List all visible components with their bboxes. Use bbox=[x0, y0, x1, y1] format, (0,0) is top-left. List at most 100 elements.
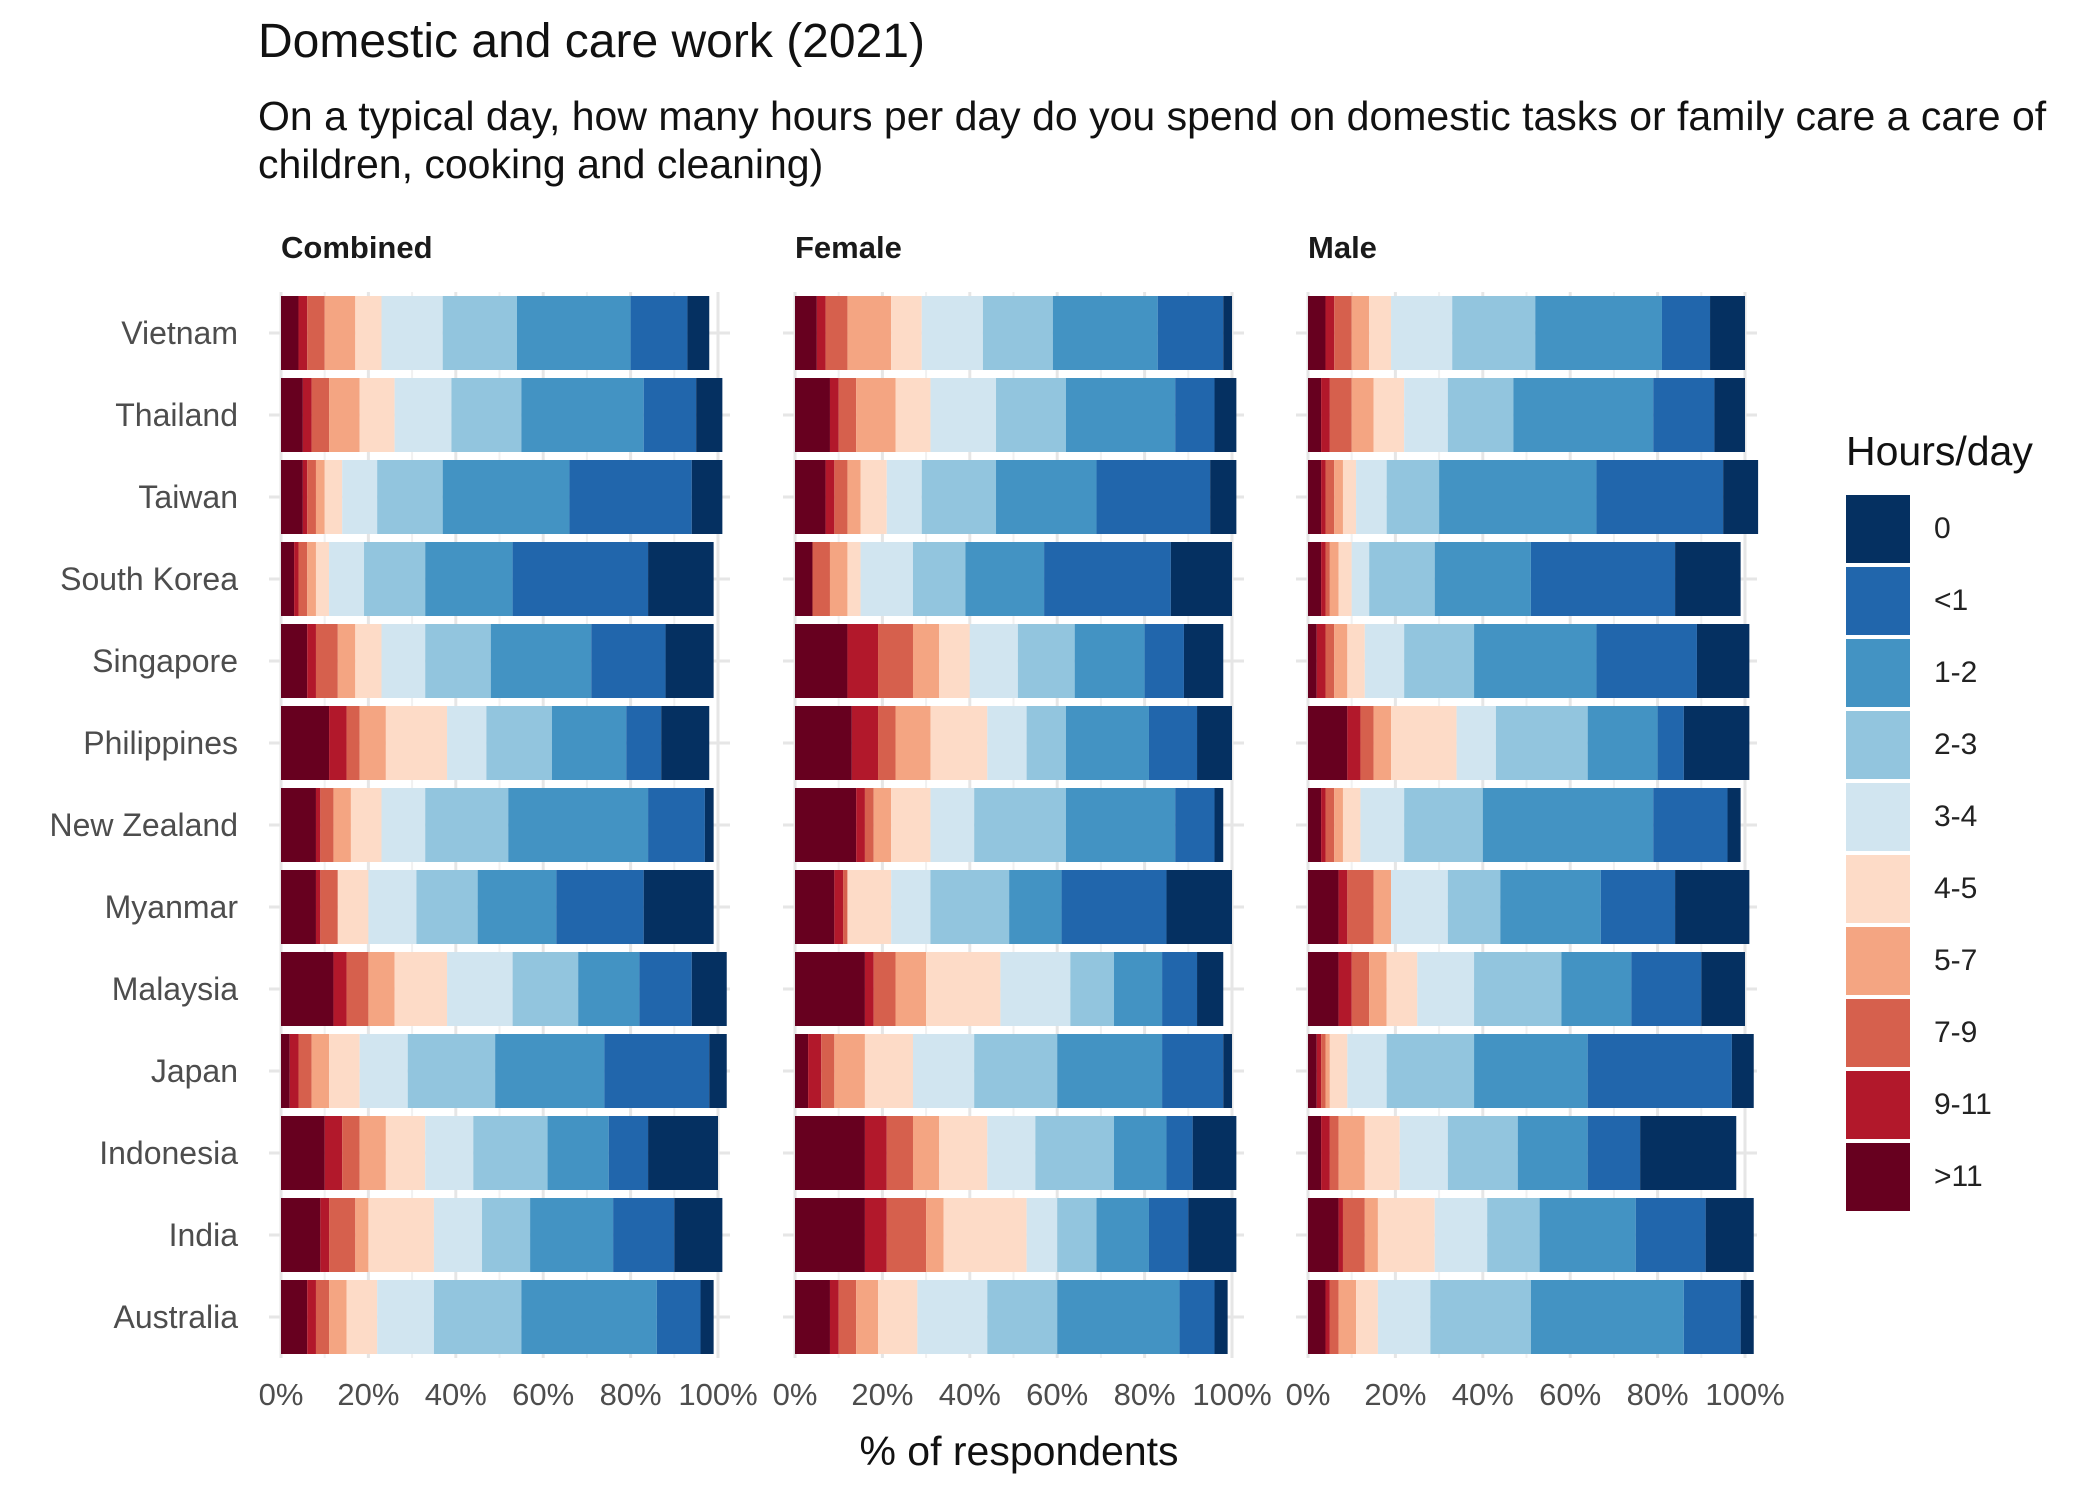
legend-swatch bbox=[1846, 855, 1910, 923]
bar-male-singapore-3-4 bbox=[1364, 624, 1405, 698]
bar-female-japan-3-4 bbox=[912, 1034, 975, 1108]
chart-title: Domestic and care work (2021) bbox=[258, 15, 925, 68]
bar-combined-philippines-5-7 bbox=[359, 706, 386, 780]
bar-female-thailand-1-2 bbox=[1065, 378, 1176, 452]
bar-male-vietnam-7-9 bbox=[1334, 296, 1352, 370]
bar-male-new-zealand-0 bbox=[1727, 788, 1741, 862]
bar-combined-india-lt1 bbox=[613, 1198, 675, 1272]
bar-male-india-9-11 bbox=[1338, 1198, 1343, 1272]
bar-combined-myanmar-1-2 bbox=[477, 870, 557, 944]
bar-male-south-korea-0 bbox=[1675, 542, 1741, 616]
bar-combined-philippines-9-11 bbox=[329, 706, 347, 780]
bar-combined-taiwan-4-5 bbox=[324, 460, 343, 534]
bar-female-india-9-11 bbox=[864, 1198, 887, 1272]
legend-swatch bbox=[1846, 711, 1910, 779]
bar-combined-new-zealand-gt11 bbox=[281, 788, 316, 862]
bar-combined-thailand-gt11 bbox=[281, 378, 303, 452]
bar-combined-thailand-3-4 bbox=[394, 378, 452, 452]
bar-female-south-korea-3-4 bbox=[860, 542, 913, 616]
bar-female-south-korea-lt1 bbox=[1044, 542, 1171, 616]
bar-male-south-korea-7-9 bbox=[1325, 542, 1330, 616]
bar-combined-india-1-2 bbox=[530, 1198, 614, 1272]
bar-combined-japan-gt11 bbox=[281, 1034, 290, 1108]
bar-female-singapore-gt11 bbox=[795, 624, 848, 698]
country-label-japan: Japan bbox=[151, 1053, 238, 1089]
chart-subtitle: On a typical day, how many hours per day… bbox=[258, 93, 2047, 187]
legend-label: 9-11 bbox=[1934, 1088, 1992, 1121]
x-tick-label: 40% bbox=[425, 1377, 487, 1412]
legend-item: <1 bbox=[1846, 565, 2033, 637]
legend-item: 3-4 bbox=[1846, 781, 2033, 853]
legend-swatch bbox=[1846, 783, 1910, 851]
legend-swatch bbox=[1846, 1143, 1910, 1211]
legend-swatch bbox=[1846, 567, 1910, 635]
bar-female-philippines-7-9 bbox=[878, 706, 896, 780]
bar-combined-south-korea-9-11 bbox=[294, 542, 299, 616]
bar-combined-thailand-4-5 bbox=[359, 378, 395, 452]
bar-female-new-zealand-2-3 bbox=[974, 788, 1066, 862]
bar-male-vietnam-0 bbox=[1710, 296, 1745, 370]
bar-combined-india-4-5 bbox=[368, 1198, 434, 1272]
bar-female-philippines-gt11 bbox=[795, 706, 852, 780]
bar-male-myanmar-3-4 bbox=[1391, 870, 1448, 944]
bar-female-indonesia-2-3 bbox=[1035, 1116, 1115, 1190]
bar-combined-new-zealand-7-9 bbox=[320, 788, 334, 862]
legend-label: 4-5 bbox=[1934, 872, 1978, 905]
bar-male-new-zealand-4-5 bbox=[1342, 788, 1361, 862]
bar-male-malaysia-5-7 bbox=[1369, 952, 1387, 1026]
bar-female-australia-5-7 bbox=[856, 1280, 879, 1354]
bar-male-new-zealand-3-4 bbox=[1360, 788, 1405, 862]
bar-female-taiwan-4-5 bbox=[860, 460, 887, 534]
bar-male-singapore-5-7 bbox=[1334, 624, 1348, 698]
bar-female-taiwan-7-9 bbox=[834, 460, 848, 534]
bar-combined-australia-3-4 bbox=[377, 1280, 434, 1354]
bar-male-new-zealand-lt1 bbox=[1653, 788, 1728, 862]
bar-combined-singapore-7-9 bbox=[315, 624, 338, 698]
bar-combined-south-korea-lt1 bbox=[512, 542, 649, 616]
bar-female-taiwan-1-2 bbox=[996, 460, 1097, 534]
bar-combined-australia-0 bbox=[700, 1280, 714, 1354]
bar-female-philippines-0 bbox=[1197, 706, 1232, 780]
bar-female-thailand-4-5 bbox=[895, 378, 931, 452]
bar-female-malaysia-0 bbox=[1197, 952, 1224, 1026]
bar-female-australia-lt1 bbox=[1179, 1280, 1215, 1354]
bar-female-philippines-1-2 bbox=[1065, 706, 1149, 780]
bar-male-india-0 bbox=[1705, 1198, 1754, 1272]
bar-male-thailand-3-4 bbox=[1404, 378, 1448, 452]
bar-female-indonesia-9-11 bbox=[864, 1116, 887, 1190]
bar-combined-indonesia-1-2 bbox=[547, 1116, 609, 1190]
bar-female-singapore-3-4 bbox=[969, 624, 1018, 698]
legend-label: <1 bbox=[1934, 584, 1969, 617]
bar-combined-singapore-3-4 bbox=[381, 624, 426, 698]
bar-female-malaysia-7-9 bbox=[873, 952, 896, 1026]
bar-combined-philippines-7-9 bbox=[346, 706, 360, 780]
bar-female-south-korea-1-2 bbox=[965, 542, 1045, 616]
bar-female-india-lt1 bbox=[1148, 1198, 1189, 1272]
bar-female-new-zealand-7-9 bbox=[864, 788, 874, 862]
bar-female-australia-2-3 bbox=[987, 1280, 1058, 1354]
legend-swatch bbox=[1846, 927, 1910, 995]
bar-male-new-zealand-2-3 bbox=[1404, 788, 1483, 862]
bar-female-thailand-gt11 bbox=[795, 378, 830, 452]
x-tick-label: 60% bbox=[1539, 1377, 1601, 1412]
bar-male-india-4-5 bbox=[1377, 1198, 1435, 1272]
bar-female-myanmar-9-11 bbox=[834, 870, 844, 944]
x-tick-label: 80% bbox=[1114, 1377, 1176, 1412]
bar-male-japan-lt1 bbox=[1587, 1034, 1732, 1108]
bar-female-myanmar-2-3 bbox=[930, 870, 1010, 944]
bar-male-vietnam-9-11 bbox=[1325, 296, 1335, 370]
bar-male-singapore-4-5 bbox=[1347, 624, 1365, 698]
bar-male-myanmar-1-2 bbox=[1500, 870, 1601, 944]
bar-female-vietnam-4-5 bbox=[891, 296, 922, 370]
bar-combined-thailand-1-2 bbox=[521, 378, 644, 452]
legend-item: 5-7 bbox=[1846, 925, 2033, 997]
bar-combined-malaysia-1-2 bbox=[578, 952, 640, 1026]
bar-female-philippines-4-5 bbox=[930, 706, 988, 780]
bar-combined-south-korea-0 bbox=[648, 542, 714, 616]
bar-combined-philippines-4-5 bbox=[385, 706, 448, 780]
bar-female-vietnam-lt1 bbox=[1157, 296, 1224, 370]
x-tick-label: 20% bbox=[337, 1377, 399, 1412]
bar-combined-new-zealand-9-11 bbox=[315, 788, 321, 862]
bar-combined-singapore-0 bbox=[665, 624, 714, 698]
bar-combined-australia-2-3 bbox=[433, 1280, 522, 1354]
